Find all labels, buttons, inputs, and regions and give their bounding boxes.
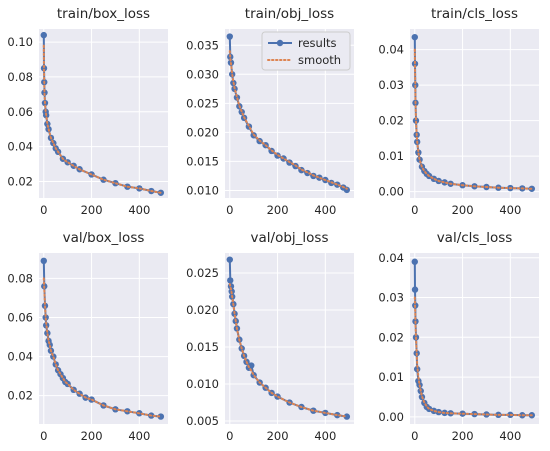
panel-val-box_loss: 0 200 400 0.02 0.04 0.06 0.08 val/box_loss	[7, 230, 168, 443]
y-tick-label: 0.02	[7, 389, 33, 403]
plot-area	[410, 253, 539, 424]
legend-results-label: results	[298, 36, 337, 50]
smooth-line	[42, 277, 162, 418]
y-tick-label: 0.08	[7, 271, 33, 285]
y-tick-label: 0.030	[186, 67, 219, 81]
results-point	[40, 65, 48, 72]
y-tick-label: 0.020	[186, 303, 219, 317]
x-tick-label: 200	[81, 203, 103, 217]
y-tick-label: 0.03	[378, 291, 404, 305]
x-tick-label: 200	[452, 203, 474, 217]
results-point	[343, 186, 351, 194]
results-point	[46, 341, 53, 349]
panel-title: train/cls_loss	[431, 6, 518, 22]
y-tick-label: 0.00	[378, 185, 404, 199]
y-tick-label: 0.00	[378, 410, 404, 424]
y-tick-label: 0.04	[378, 251, 404, 265]
x-tick-label: 0	[411, 203, 418, 217]
x-tick-label: 400	[314, 429, 336, 443]
panel-title: train/box_loss	[57, 6, 150, 22]
y-tick-label: 0.035	[186, 38, 219, 52]
y-tick-label: 0.04	[7, 140, 33, 154]
x-tick-label: 400	[499, 203, 521, 217]
y-tick-label: 0.01	[378, 149, 404, 163]
smooth-line	[228, 50, 348, 190]
smooth-line	[228, 283, 348, 418]
results-point	[40, 31, 47, 39]
results-point	[343, 413, 351, 420]
results-point	[226, 256, 233, 263]
y-tick-label: 0.02	[378, 330, 404, 344]
plot-area	[410, 29, 539, 198]
x-tick-label: 400	[314, 203, 336, 217]
results-point	[411, 286, 419, 293]
y-tick-label: 0.010	[186, 377, 219, 391]
x-tick-label: 400	[128, 429, 150, 443]
y-tick-label: 0.005	[186, 414, 219, 428]
x-tick-label: 0	[226, 203, 233, 217]
x-tick-label: 200	[267, 203, 289, 217]
legend-results-marker	[276, 39, 284, 47]
panel-title: train/obj_loss	[245, 6, 334, 22]
legend: results smooth	[261, 31, 351, 71]
results-point	[44, 329, 51, 337]
y-tick-label: 0.08	[7, 70, 33, 84]
y-tick-label: 0.06	[7, 105, 33, 119]
results-point	[40, 257, 47, 265]
y-tick-label: 0.03	[378, 78, 404, 92]
smooth-line	[42, 44, 162, 194]
y-tick-label: 0.02	[7, 174, 33, 188]
panel-title: val/box_loss	[63, 230, 145, 246]
results-point	[44, 120, 51, 128]
y-tick-label: 0.02	[378, 114, 404, 128]
plot-area	[39, 29, 168, 198]
plot-area	[225, 253, 354, 424]
x-tick-label: 0	[40, 429, 47, 443]
panel-train-box_loss: 0 200 400 0.02 0.04 0.06 0.08 0.10 train/box_los…	[7, 6, 168, 217]
y-tick-label: 0.10	[7, 35, 33, 49]
results-point	[42, 322, 50, 329]
x-tick-label: 400	[128, 203, 150, 217]
panel-title: val/obj_loss	[251, 230, 329, 246]
x-tick-label: 0	[40, 203, 47, 217]
y-tick-label: 0.01	[378, 370, 404, 384]
y-tick-label: 0.015	[186, 340, 219, 354]
smooth-line	[413, 48, 533, 190]
results-point	[441, 179, 448, 186]
results-point	[41, 89, 48, 96]
x-tick-label: 200	[452, 429, 474, 443]
y-tick-label: 0.015	[186, 154, 219, 168]
results-point	[411, 33, 418, 41]
y-tick-label: 0.010	[186, 183, 219, 197]
x-tick-label: 400	[499, 429, 521, 443]
x-tick-label: 200	[267, 429, 289, 443]
panel-train-cls_loss: 0 200 400 0.00 0.01 0.02 0.03 0.04 train/cls_los…	[378, 6, 539, 217]
x-tick-label: 0	[226, 429, 233, 443]
y-tick-label: 0.020	[186, 125, 219, 139]
smooth-line	[413, 296, 533, 417]
results-point	[157, 413, 165, 420]
y-tick-label: 0.04	[378, 43, 404, 57]
y-tick-label: 0.025	[186, 266, 219, 280]
y-tick-label: 0.025	[186, 96, 219, 110]
panel-val-obj_loss: 0 200 400 0.005 0.010 0.015 0.020 0.025 val/obj_…	[186, 230, 354, 443]
x-tick-label: 200	[81, 429, 103, 443]
results-point	[227, 277, 234, 284]
panel-title: val/cls_loss	[437, 230, 513, 246]
legend-smooth-label: smooth	[298, 53, 341, 67]
results-point	[226, 33, 233, 40]
x-tick-label: 0	[411, 429, 418, 443]
y-tick-label: 0.04	[7, 350, 33, 364]
panel-val-cls_loss: 0 200 400 0.00 0.01 0.02 0.03 0.04 val/cls_loss	[378, 230, 539, 443]
y-tick-label: 0.06	[7, 310, 33, 324]
results-point	[411, 258, 418, 265]
